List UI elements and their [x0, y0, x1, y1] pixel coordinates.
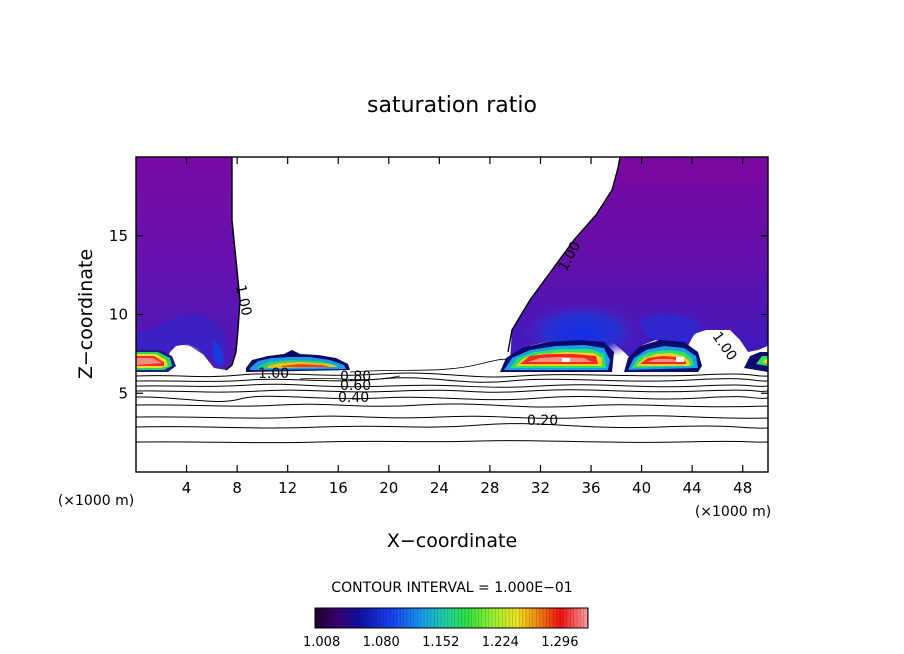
colorbar-tick-label: 1.152: [422, 635, 459, 650]
contour-label: 0.80: [340, 369, 371, 385]
x-tick-label: 8: [232, 479, 242, 497]
colorbar-tick-label: 1.296: [541, 635, 578, 650]
contour-label: 1.00: [232, 284, 254, 318]
contour-line: [136, 395, 768, 403]
contour-lines: [136, 358, 768, 444]
cell-11-17: [246, 350, 350, 372]
x-tick-label: 20: [379, 479, 398, 497]
colorbar: [314, 607, 589, 629]
x-tick-label: 32: [531, 479, 550, 497]
x-tick-label: 16: [329, 479, 348, 497]
contour-label: 1.00: [258, 366, 289, 382]
contour-line: [136, 440, 768, 444]
contour-line: [136, 423, 768, 429]
x-tick-label: 28: [480, 479, 499, 497]
x-unit-left: (×1000 m): [58, 493, 134, 509]
colorbar-tick-label: 1.224: [482, 635, 519, 650]
x-tick-label: 24: [430, 479, 449, 497]
y-axis: 5 10 15: [109, 227, 768, 402]
colorbar-tick-label: 1.080: [363, 635, 400, 650]
y-tick-label: 5: [118, 384, 128, 402]
cell-29-38: [500, 340, 614, 372]
region-left-column: [136, 157, 241, 372]
contour-line: [299, 375, 401, 381]
cell-left-edge: [136, 350, 176, 372]
x-tick-label: 36: [581, 479, 600, 497]
contour-line: [136, 415, 768, 419]
x-tick-label: 48: [733, 479, 752, 497]
x-tick-label: 4: [182, 479, 192, 497]
region-right-column: [507, 157, 768, 362]
x-axis: 4 8 12 16 20 24 28 32 36 40 44 48: [182, 157, 752, 497]
x-tick-label: 44: [683, 479, 702, 497]
contour-line: [136, 372, 768, 378]
colorbar-tick-label: 1.008: [303, 635, 340, 650]
contour-line: [136, 377, 768, 383]
plot-area: 1.00 1.00 1.00 1.00 0.80 0.60 0.40 0.20: [136, 157, 768, 472]
x-tick-label: 40: [632, 479, 651, 497]
x-unit-right: (×1000 m): [695, 504, 771, 520]
cell-39-44: [624, 340, 702, 372]
contour-line: [136, 383, 768, 388]
contour-line: [136, 389, 768, 393]
x-axis-label: X−coordinate: [387, 530, 517, 552]
contour-label: 0.60: [340, 378, 371, 394]
chart-title: saturation ratio: [367, 93, 537, 118]
cell-right-edge: [744, 352, 768, 372]
y-tick-label: 15: [109, 227, 128, 245]
y-axis-label: Z−coordinate: [75, 249, 97, 379]
x-tick-label: 12: [278, 479, 297, 497]
contour-interval-text: CONTOUR INTERVAL = 1.000E−01: [331, 580, 572, 596]
contour-line: [136, 403, 768, 408]
contour-label: 0.40: [338, 390, 369, 406]
contour-label: 0.20: [527, 413, 558, 429]
y-tick-label: 10: [109, 306, 128, 324]
colorbar-labels: 1.008 1.080 1.152 1.224 1.296: [303, 635, 578, 650]
